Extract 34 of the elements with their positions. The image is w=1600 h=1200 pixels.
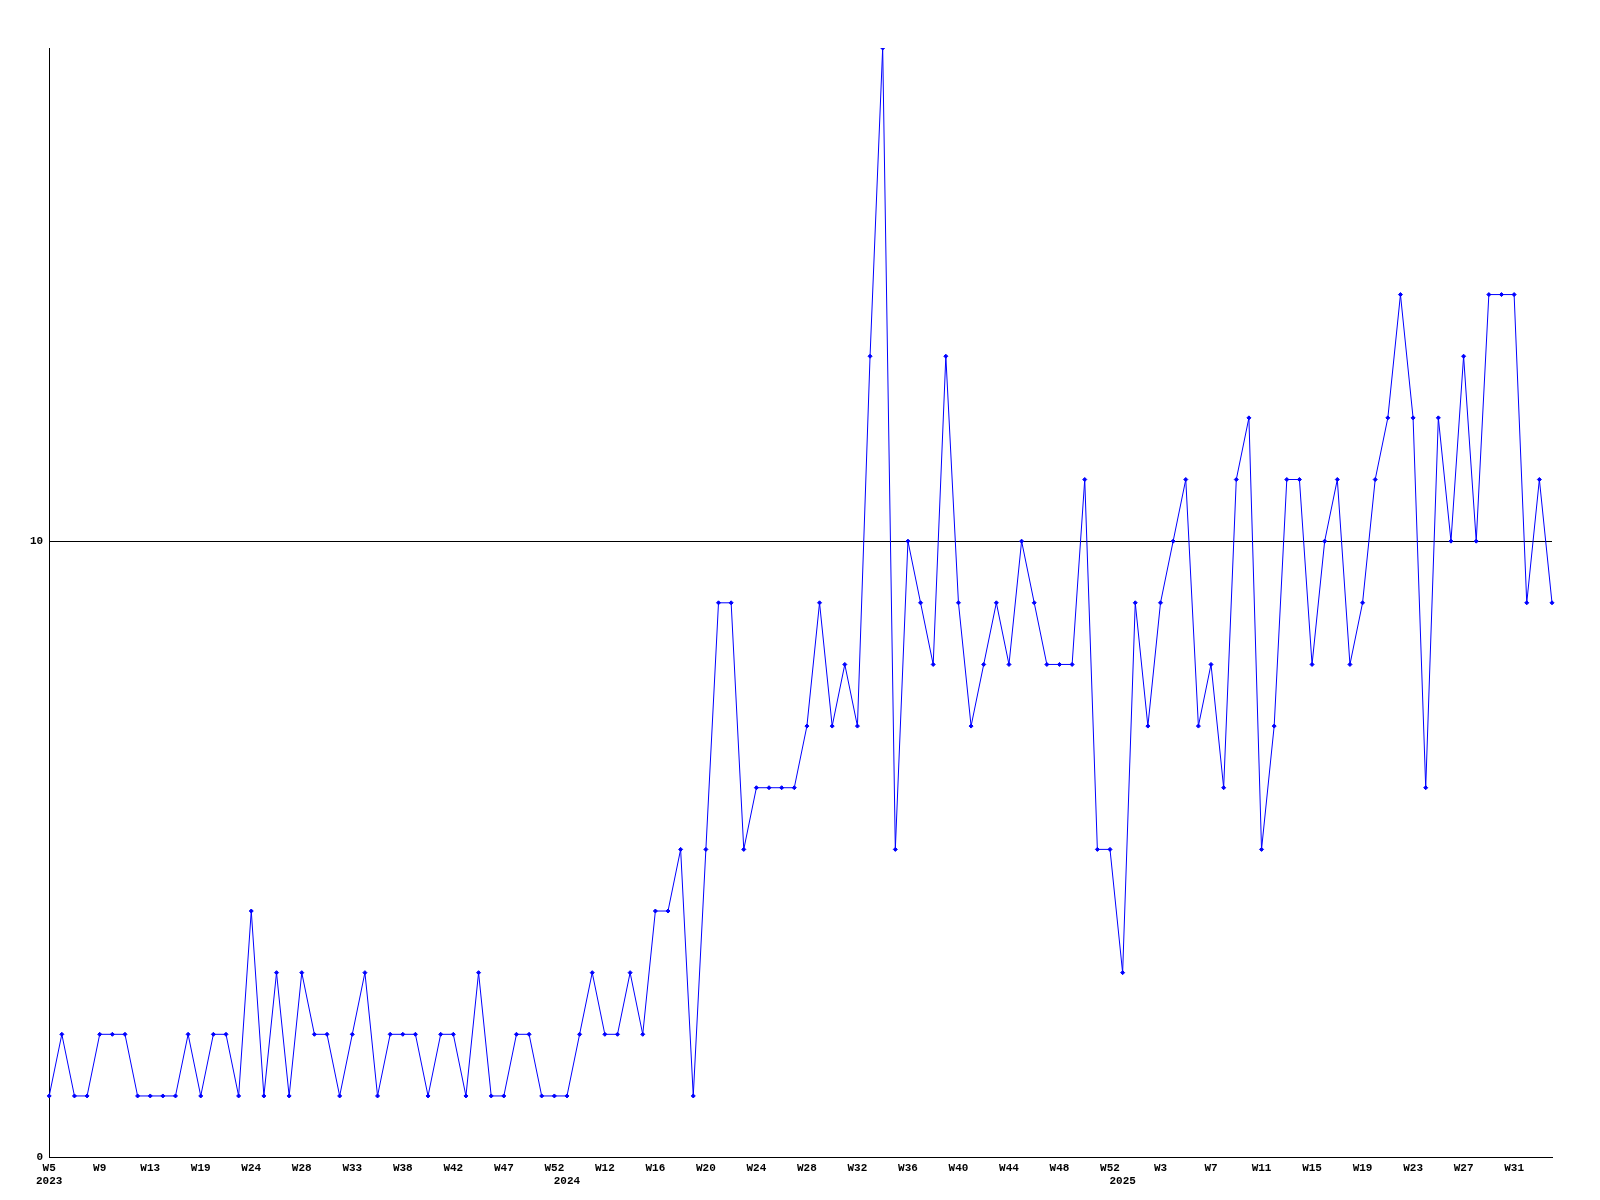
x-tick-label: W47	[493, 1161, 514, 1174]
x-tick-label: W19	[190, 1161, 211, 1174]
x-tick-label: W28	[291, 1161, 313, 1174]
x-tick-label: W11	[1251, 1161, 1272, 1174]
y-tick-label: 10	[30, 534, 44, 547]
x-tick-label: W16	[645, 1161, 666, 1174]
x-tick-label: W33	[342, 1161, 363, 1174]
x-tick-label: W42	[443, 1161, 464, 1174]
x-tick-label: W24	[241, 1161, 262, 1174]
x-tick-label: W9	[93, 1161, 107, 1174]
x-tick-label: W36	[898, 1161, 918, 1174]
x-tick-label: W38	[392, 1161, 414, 1174]
x-tick-label: W13	[140, 1161, 161, 1174]
x-tick-label: W23	[1403, 1161, 1424, 1174]
x-tick-label: W32	[847, 1161, 868, 1174]
x-tick-label: W15	[1302, 1161, 1323, 1174]
x-tick-label: W5 2023	[36, 1161, 63, 1188]
x-tick-label: W12	[594, 1161, 615, 1174]
x-tick-label: W31	[1504, 1161, 1525, 1174]
x-tick-label: W20	[695, 1161, 716, 1174]
y-tick-label: 0	[36, 1151, 44, 1164]
x-tick-label: 2024	[553, 1175, 581, 1188]
x-tick-label: W19	[1352, 1161, 1373, 1174]
x-tick-label: W24	[746, 1161, 767, 1174]
x-tick-label: W28	[797, 1161, 818, 1174]
x-tick-label: W40	[948, 1161, 969, 1174]
x-tick-label: W48	[1049, 1161, 1070, 1174]
x-tick-label: W27	[1453, 1161, 1474, 1174]
x-tick-label: W52	[1100, 1161, 1120, 1174]
x-tick-label: W7	[1204, 1161, 1218, 1174]
x-tick-label: W52	[544, 1161, 565, 1174]
x-tick-label: W44	[999, 1161, 1020, 1174]
x-tick-label: 2025	[1109, 1175, 1137, 1188]
x-tick-label: W3	[1153, 1161, 1168, 1174]
